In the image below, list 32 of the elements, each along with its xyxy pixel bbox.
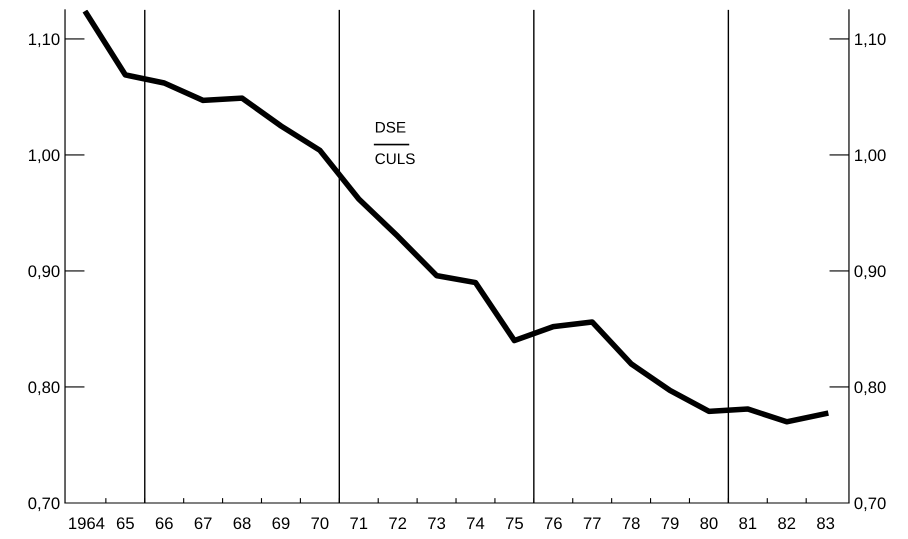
x-tick-label: 83 <box>817 517 834 530</box>
y-tick-label: 0,70 <box>28 497 60 512</box>
x-tick-label: 65 <box>116 517 134 530</box>
x-tick-label: 74 <box>467 517 484 529</box>
x-tick-label: 77 <box>584 517 601 529</box>
y2-tick-label: 0,70 <box>854 497 886 512</box>
y2-tick-label: 0,80 <box>854 381 886 396</box>
y2-tick-label: 1,10 <box>855 33 886 48</box>
x-tick-label: 70 <box>311 517 328 530</box>
x-tick-label: 82 <box>778 517 796 530</box>
x-tick-label: 69 <box>272 517 290 530</box>
y2-tick-label: 0,90 <box>854 265 886 280</box>
y2-tick-label: 1,00 <box>855 149 886 164</box>
x-tick-label: 72 <box>389 517 406 529</box>
x-tick-label: 75 <box>506 517 523 530</box>
x-tick-label: 81 <box>739 517 756 530</box>
x-tick-label: 1964 <box>69 517 104 530</box>
y-tick-label: 0,80 <box>28 381 60 396</box>
y-tick-label: 1,10 <box>28 33 60 48</box>
x-tick-label: 80 <box>700 517 718 530</box>
y-tick-label: 0,90 <box>28 265 60 280</box>
x-tick-label: 67 <box>194 517 212 530</box>
x-tick-label: 73 <box>428 517 446 530</box>
x-tick-label: 76 <box>544 517 562 530</box>
x-tick-label: 79 <box>662 517 678 530</box>
y-tick-label: 1,00 <box>28 149 60 164</box>
x-tick-label: 66 <box>156 517 173 530</box>
annotation: DSE <box>376 122 406 133</box>
x-tick-label: 68 <box>234 517 251 530</box>
x-tick-label: 78 <box>622 517 640 530</box>
annotation: CULS <box>375 153 415 164</box>
x-tick-label: 71 <box>350 517 368 529</box>
